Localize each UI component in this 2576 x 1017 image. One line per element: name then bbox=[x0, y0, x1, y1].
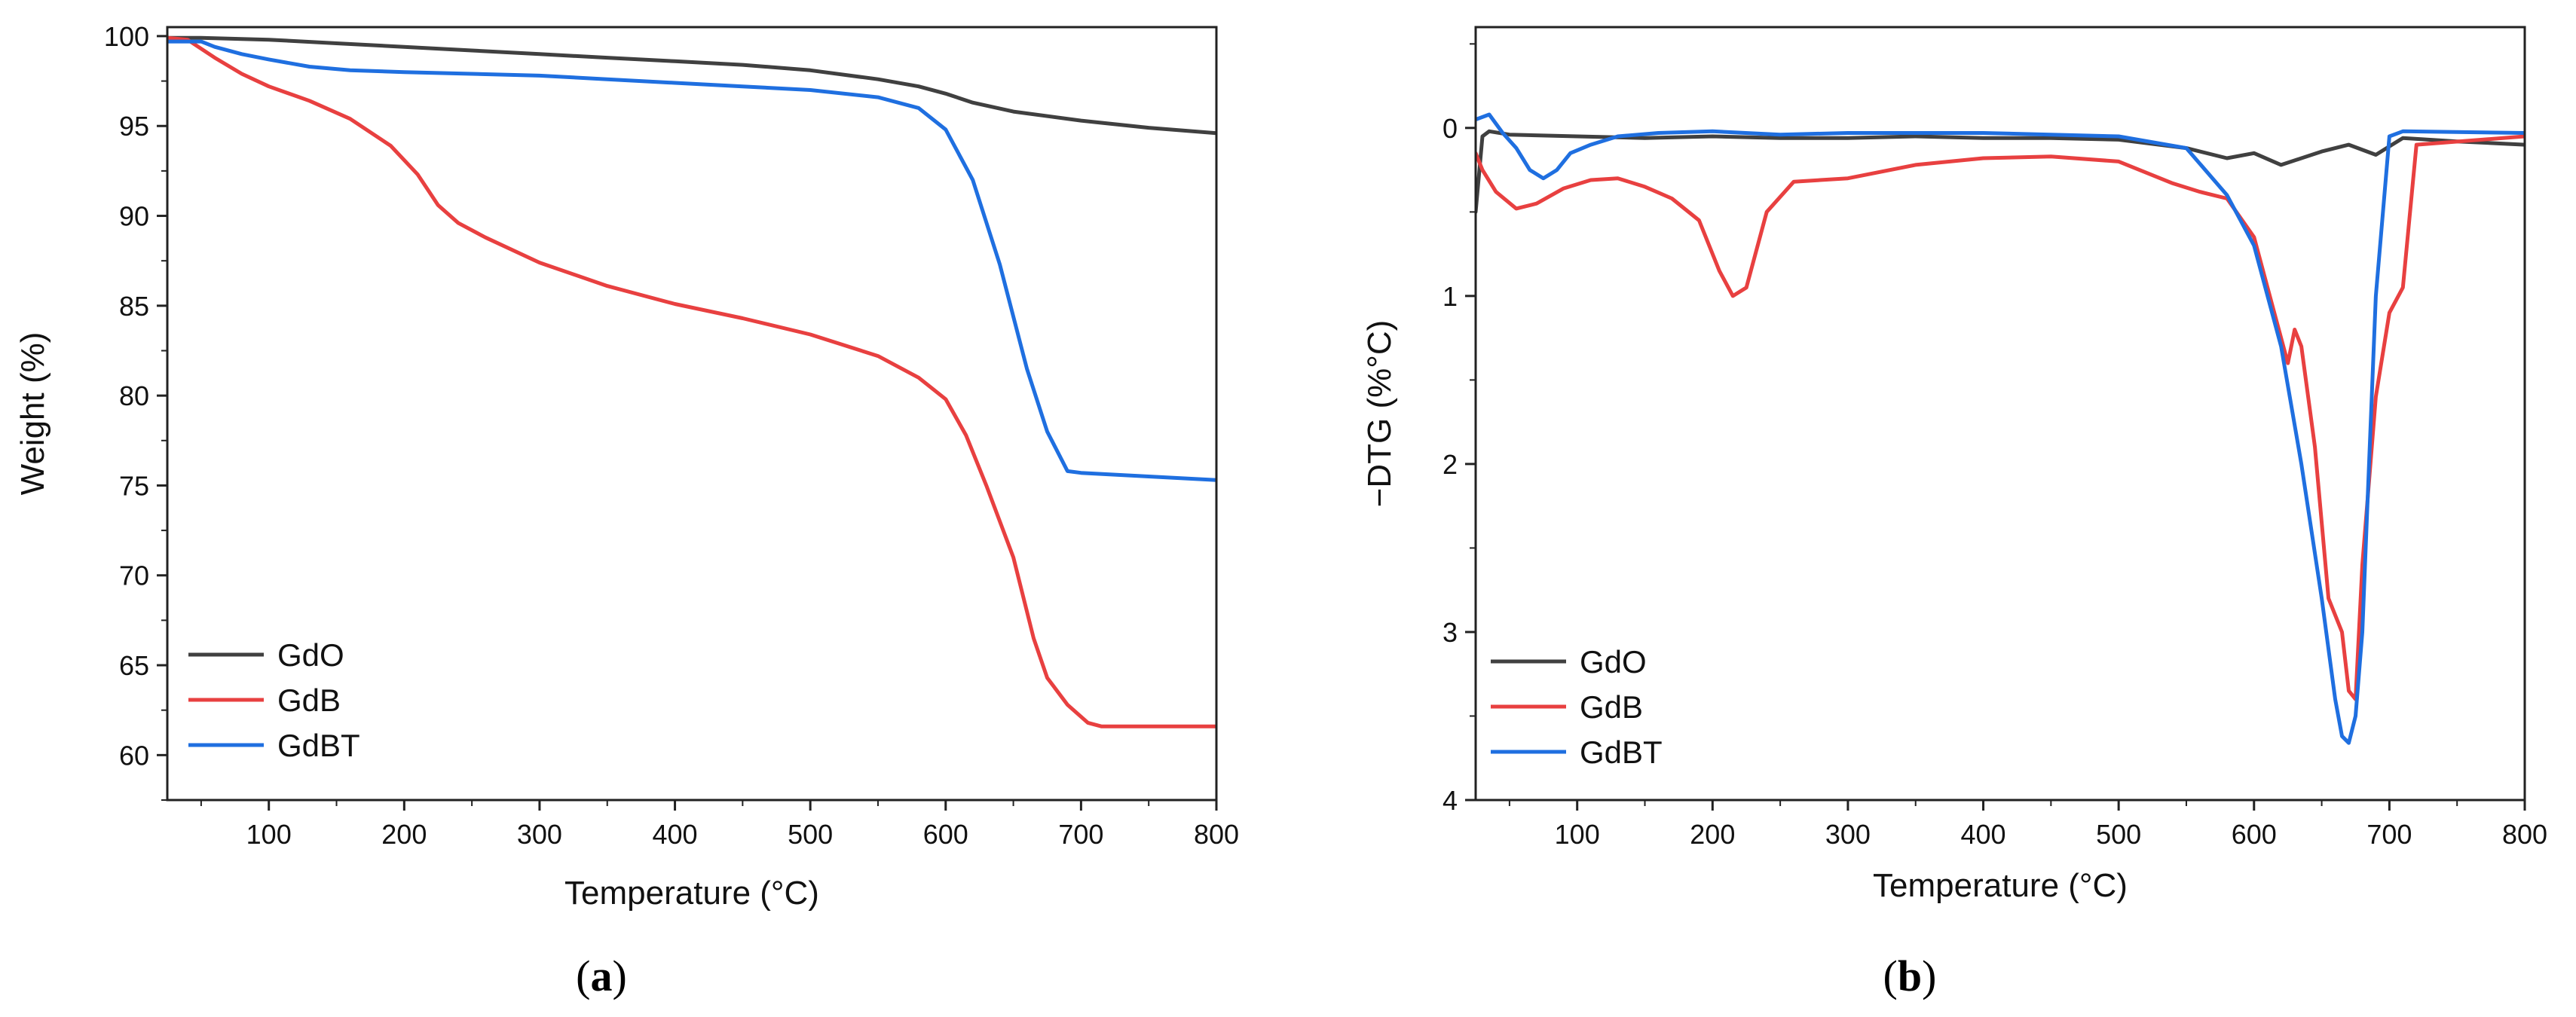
panel-b-series-gdb bbox=[1476, 134, 2525, 701]
panel-a-y-tick-label: 100 bbox=[104, 21, 149, 52]
panel-a-y-tick-label: 75 bbox=[119, 470, 149, 501]
panel-a-x-tick-label: 200 bbox=[381, 819, 427, 850]
panel-a: 100 200 300 400 500 600 700 800 60 65 70 75 80 85 90 95… bbox=[14, 21, 1239, 1000]
panel-a-x-axis-title: Temperature (°C) bbox=[564, 875, 819, 912]
panel-a-y-tick-label: 95 bbox=[119, 111, 149, 142]
panel-b-y-tick-label: 4 bbox=[1442, 785, 1458, 816]
panel-a-y-tick-label: 90 bbox=[119, 201, 149, 232]
panel-a-x-tick-label: 800 bbox=[1194, 819, 1239, 850]
panel-b-caption-letter: b bbox=[1898, 951, 1922, 1000]
panel-a-y-tick-label: 80 bbox=[119, 380, 149, 411]
panel-b-x-tick-label: 100 bbox=[1555, 819, 1600, 850]
panel-b-series-layer bbox=[1476, 112, 2525, 745]
panel-b-y-tick-label: 2 bbox=[1442, 449, 1458, 480]
panel-b-x-tick-label: 600 bbox=[2232, 819, 2277, 850]
panel-b-y-tick-label: 0 bbox=[1442, 113, 1458, 144]
panel-b-frame bbox=[1474, 26, 2526, 802]
panel-b-y-tick-label: 3 bbox=[1442, 617, 1458, 648]
panel-a-caption: (a) bbox=[576, 951, 627, 1000]
panel-b: 100 200 300 400 500 600 700 800 0 1 2 3 4 Temperatur… bbox=[1361, 26, 2547, 1000]
panel-a-x-tick-label: 400 bbox=[653, 819, 698, 850]
panel-a-x-tick-label: 500 bbox=[788, 819, 833, 850]
panel-a-ticks-layer: 100 200 300 400 500 600 700 800 60 65 70 75 80 85 90 95… bbox=[104, 21, 1239, 850]
panel-b-y-axis-title: −DTG (%°C) bbox=[1361, 320, 1398, 508]
panel-a-frame bbox=[166, 26, 1218, 802]
panel-b-x-axis-title: Temperature (°C) bbox=[1873, 867, 2128, 904]
panel-a-y-tick-label: 70 bbox=[119, 560, 149, 591]
panel-b-legend-label-gdo: GdO bbox=[1580, 644, 1647, 680]
panel-a-x-tick-label: 600 bbox=[923, 819, 968, 850]
panel-a-series-layer bbox=[167, 35, 1216, 728]
panel-b-caption-open: ( bbox=[1883, 951, 1898, 1000]
panel-b-series-gdo bbox=[1476, 129, 2525, 214]
panel-a-legend-label-gdb: GdB bbox=[277, 683, 341, 718]
panel-a-caption-letter: a bbox=[591, 951, 613, 1000]
panel-b-x-tick-label: 800 bbox=[2502, 819, 2547, 850]
panel-a-caption-close: ) bbox=[613, 951, 627, 1000]
panel-a-y-axis-title: Weight (%) bbox=[14, 332, 51, 496]
panel-a-y-tick-label: 85 bbox=[119, 291, 149, 322]
panel-b-caption-close: ) bbox=[1922, 951, 1936, 1000]
panel-a-series-gdb bbox=[167, 35, 1216, 728]
panel-b-x-tick-label: 200 bbox=[1690, 819, 1735, 850]
panel-a-x-tick-label: 100 bbox=[246, 819, 292, 850]
panel-b-legend-label-gdbt: GdBT bbox=[1580, 734, 1663, 770]
panel-a-y-tick-label: 60 bbox=[119, 740, 149, 771]
panel-b-legend-label-gdb: GdB bbox=[1580, 689, 1643, 725]
panel-b-y-tick-label: 1 bbox=[1442, 281, 1458, 312]
panel-b-caption: (b) bbox=[1883, 951, 1937, 1000]
panel-a-legend-label-gdbt: GdBT bbox=[277, 728, 360, 763]
panel-a-series-gdbt bbox=[167, 39, 1216, 482]
panel-a-series-gdo bbox=[167, 35, 1216, 136]
panel-b-legend: GdO GdB GdBT bbox=[1491, 644, 1663, 770]
panel-b-ticks-layer: 100 200 300 400 500 600 700 800 0 1 2 3 4 bbox=[1442, 43, 2547, 850]
panel-a-legend: GdO GdB GdBT bbox=[188, 637, 360, 763]
panel-a-y-tick-label: 65 bbox=[119, 650, 149, 681]
panel-a-caption-open: ( bbox=[576, 951, 590, 1000]
panel-b-series-gdbt bbox=[1476, 112, 2525, 745]
panel-a-x-tick-label: 700 bbox=[1058, 819, 1103, 850]
panel-b-x-tick-label: 300 bbox=[1825, 819, 1871, 850]
panel-b-x-tick-label: 500 bbox=[2096, 819, 2141, 850]
panel-b-x-tick-label: 400 bbox=[1961, 819, 2006, 850]
panel-a-x-tick-label: 300 bbox=[517, 819, 562, 850]
panel-a-legend-label-gdo: GdO bbox=[277, 637, 344, 673]
panel-b-x-tick-label: 700 bbox=[2366, 819, 2412, 850]
